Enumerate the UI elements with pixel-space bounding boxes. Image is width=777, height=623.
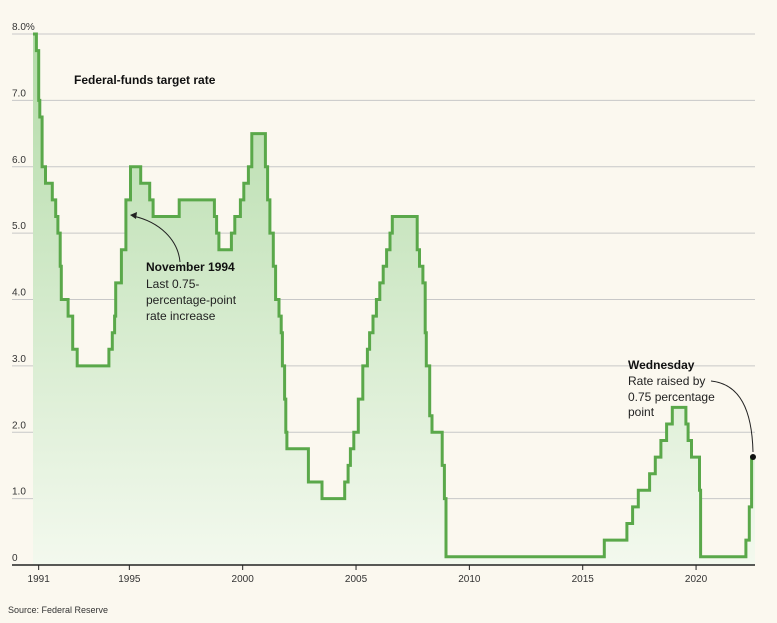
annotation-title-1994: November 1994 [146, 260, 235, 274]
x-tick-label: 1995 [118, 574, 141, 585]
y-tick-label: 3.0 [12, 354, 26, 365]
annotation-line-wednesday-2: 0.75 percentage [628, 390, 715, 404]
annotation-dot-wednesday [750, 454, 756, 460]
y-tick-label: 8.0% [12, 22, 35, 33]
annotation-arrowhead-1994 [130, 212, 137, 219]
annotation-arrow-1994 [132, 215, 181, 263]
annotation-line-1994-1: Last 0.75- [146, 277, 199, 291]
x-tick-label: 2000 [232, 574, 255, 585]
annotation-line-wednesday-1: Rate raised by [628, 374, 705, 388]
rate-line [33, 32, 755, 559]
x-tick-label: 2015 [572, 574, 595, 585]
annotation-line-wednesday-3: point [628, 405, 655, 419]
source-note: Source: Federal Reserve [8, 605, 108, 615]
y-axis-ticks: 8.0% 7.0 6.0 5.0 4.0 3.0 2.0 1.0 0 [12, 22, 35, 564]
y-tick-label: 4.0 [12, 288, 26, 299]
x-tick-label: 1991 [28, 574, 51, 585]
y-tick-label: 2.0 [12, 420, 26, 431]
y-tick-label: 5.0 [12, 221, 26, 232]
chart-title: Federal-funds target rate [74, 73, 216, 87]
y-tick-label: 6.0 [12, 155, 26, 166]
rate-area [33, 34, 755, 565]
annotation-arrow-wednesday [710, 380, 754, 453]
y-tick-label: 7.0 [12, 88, 26, 99]
annotation-line-1994-3: rate increase [146, 309, 216, 323]
x-tick-label: 2020 [685, 574, 708, 585]
annotation-title-wednesday: Wednesday [628, 358, 695, 372]
annotation-line-1994-2: percentage-point [146, 293, 237, 307]
x-tick-label: 2010 [458, 574, 481, 585]
y-tick-label: 0 [12, 553, 18, 564]
x-axis-ticks: 1991 1995 2000 2005 2010 2015 2020 [28, 565, 708, 585]
y-tick-label: 1.0 [12, 487, 26, 498]
x-tick-label: 2005 [345, 574, 368, 585]
